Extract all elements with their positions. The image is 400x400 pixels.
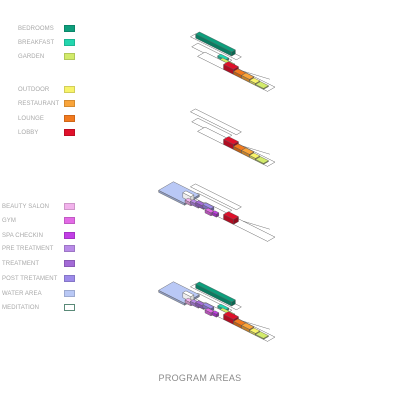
bedroom-plate-top xyxy=(189,183,242,211)
legend-item-bedrooms: BEDROOMS xyxy=(0,25,90,35)
connector-line xyxy=(242,145,270,155)
connector-line xyxy=(242,70,270,80)
restaurant-block-top xyxy=(241,147,255,155)
legend-swatch xyxy=(64,86,75,93)
legend-swatch xyxy=(64,129,75,136)
legend-label: BEAUTY SALON xyxy=(2,204,50,210)
page-title: PROGRAM AREAS xyxy=(158,373,242,383)
garden-block-top xyxy=(255,81,269,89)
lobby-block-top xyxy=(223,311,239,320)
legend-swatch xyxy=(64,260,75,267)
post-treatment-block-top xyxy=(202,302,215,309)
legend-item-treatment: TREATMENT xyxy=(0,260,90,270)
legend-swatch xyxy=(64,115,75,122)
legend-swatch xyxy=(64,53,75,60)
meditation-block-top xyxy=(182,290,195,297)
legend-swatch xyxy=(64,304,75,311)
legend-swatch xyxy=(64,275,75,282)
diagram-group-4 xyxy=(158,281,276,342)
legend-item-meditation: MEDITATION xyxy=(0,304,90,314)
legend-label: WATER AREA xyxy=(2,291,42,297)
legend-item-spa-checkin: SPA CHECKIN xyxy=(0,232,90,242)
bedrooms-block-top xyxy=(195,281,236,303)
legend-label: OUTDOOR xyxy=(18,87,50,93)
legend-item-gym: GYM xyxy=(0,217,90,227)
connector-line xyxy=(242,320,270,330)
spa-checkin-block-top xyxy=(211,210,220,215)
legend-swatch xyxy=(64,245,75,252)
legend-item-pre-treatment: PRE TREATMENT xyxy=(0,245,90,255)
legend-label: BEDROOMS xyxy=(18,26,54,32)
legend-swatch xyxy=(64,232,75,239)
legend-item-water-area: WATER AREA xyxy=(0,290,90,300)
legend-label: MEDITATION xyxy=(2,305,40,311)
legend-swatch xyxy=(64,100,75,107)
restaurant-block-top xyxy=(241,72,255,80)
diagram-group-2 xyxy=(189,108,276,167)
legend-item-post-treatment: POST TRETAMENT xyxy=(0,275,90,285)
legend-swatch xyxy=(64,203,75,210)
legend-swatch xyxy=(64,25,75,32)
legend-label: BREAKFAST xyxy=(18,40,55,46)
legend-item-garden: GARDEN xyxy=(0,53,90,63)
legend-label: TREATMENT xyxy=(2,261,40,267)
legend-swatch xyxy=(64,39,75,46)
legend-label: POST TRETAMENT xyxy=(2,276,58,282)
lobby-block-top xyxy=(223,61,239,70)
meditation-block-top xyxy=(182,190,195,197)
legend-label: SPA CHECKIN xyxy=(2,233,43,239)
legend-label: LOUNGE xyxy=(18,116,44,122)
restaurant-block-top xyxy=(241,322,255,330)
legend-item-lobby: LOBBY xyxy=(0,129,90,139)
connector-line xyxy=(242,220,270,230)
legend-item-beauty-salon: BEAUTY SALON xyxy=(0,203,90,213)
legend-item-restaurant: RESTAURANT xyxy=(0,100,90,110)
diagram-group-3 xyxy=(158,181,276,242)
legend-label: RESTAURANT xyxy=(18,101,60,107)
legend-label: LOBBY xyxy=(18,130,39,136)
legend-label: GYM xyxy=(2,218,16,224)
outdoor-block-top xyxy=(249,77,261,84)
diagram-group-1 xyxy=(189,31,276,92)
lobby-block-top xyxy=(223,136,239,145)
legend-item-breakfast: BREAKFAST xyxy=(0,39,90,49)
garden-block-top xyxy=(255,331,269,339)
bedroom-plate-top xyxy=(189,108,242,136)
legend-swatch xyxy=(64,217,75,224)
garden-block-top xyxy=(255,156,269,164)
legend-label: PRE TREATMENT xyxy=(2,246,54,252)
legend-label: GARDEN xyxy=(18,54,45,60)
outdoor-block-top xyxy=(249,152,261,159)
bedrooms-block-top xyxy=(195,31,236,53)
legend-swatch xyxy=(64,290,75,297)
outdoor-block-top xyxy=(249,327,261,334)
legend-item-outdoor: OUTDOOR xyxy=(0,86,90,96)
post-treatment-block-top xyxy=(202,202,215,209)
lobby-block-top xyxy=(223,211,239,220)
spa-checkin-block-top xyxy=(211,310,220,315)
legend-item-lounge: LOUNGE xyxy=(0,115,90,125)
